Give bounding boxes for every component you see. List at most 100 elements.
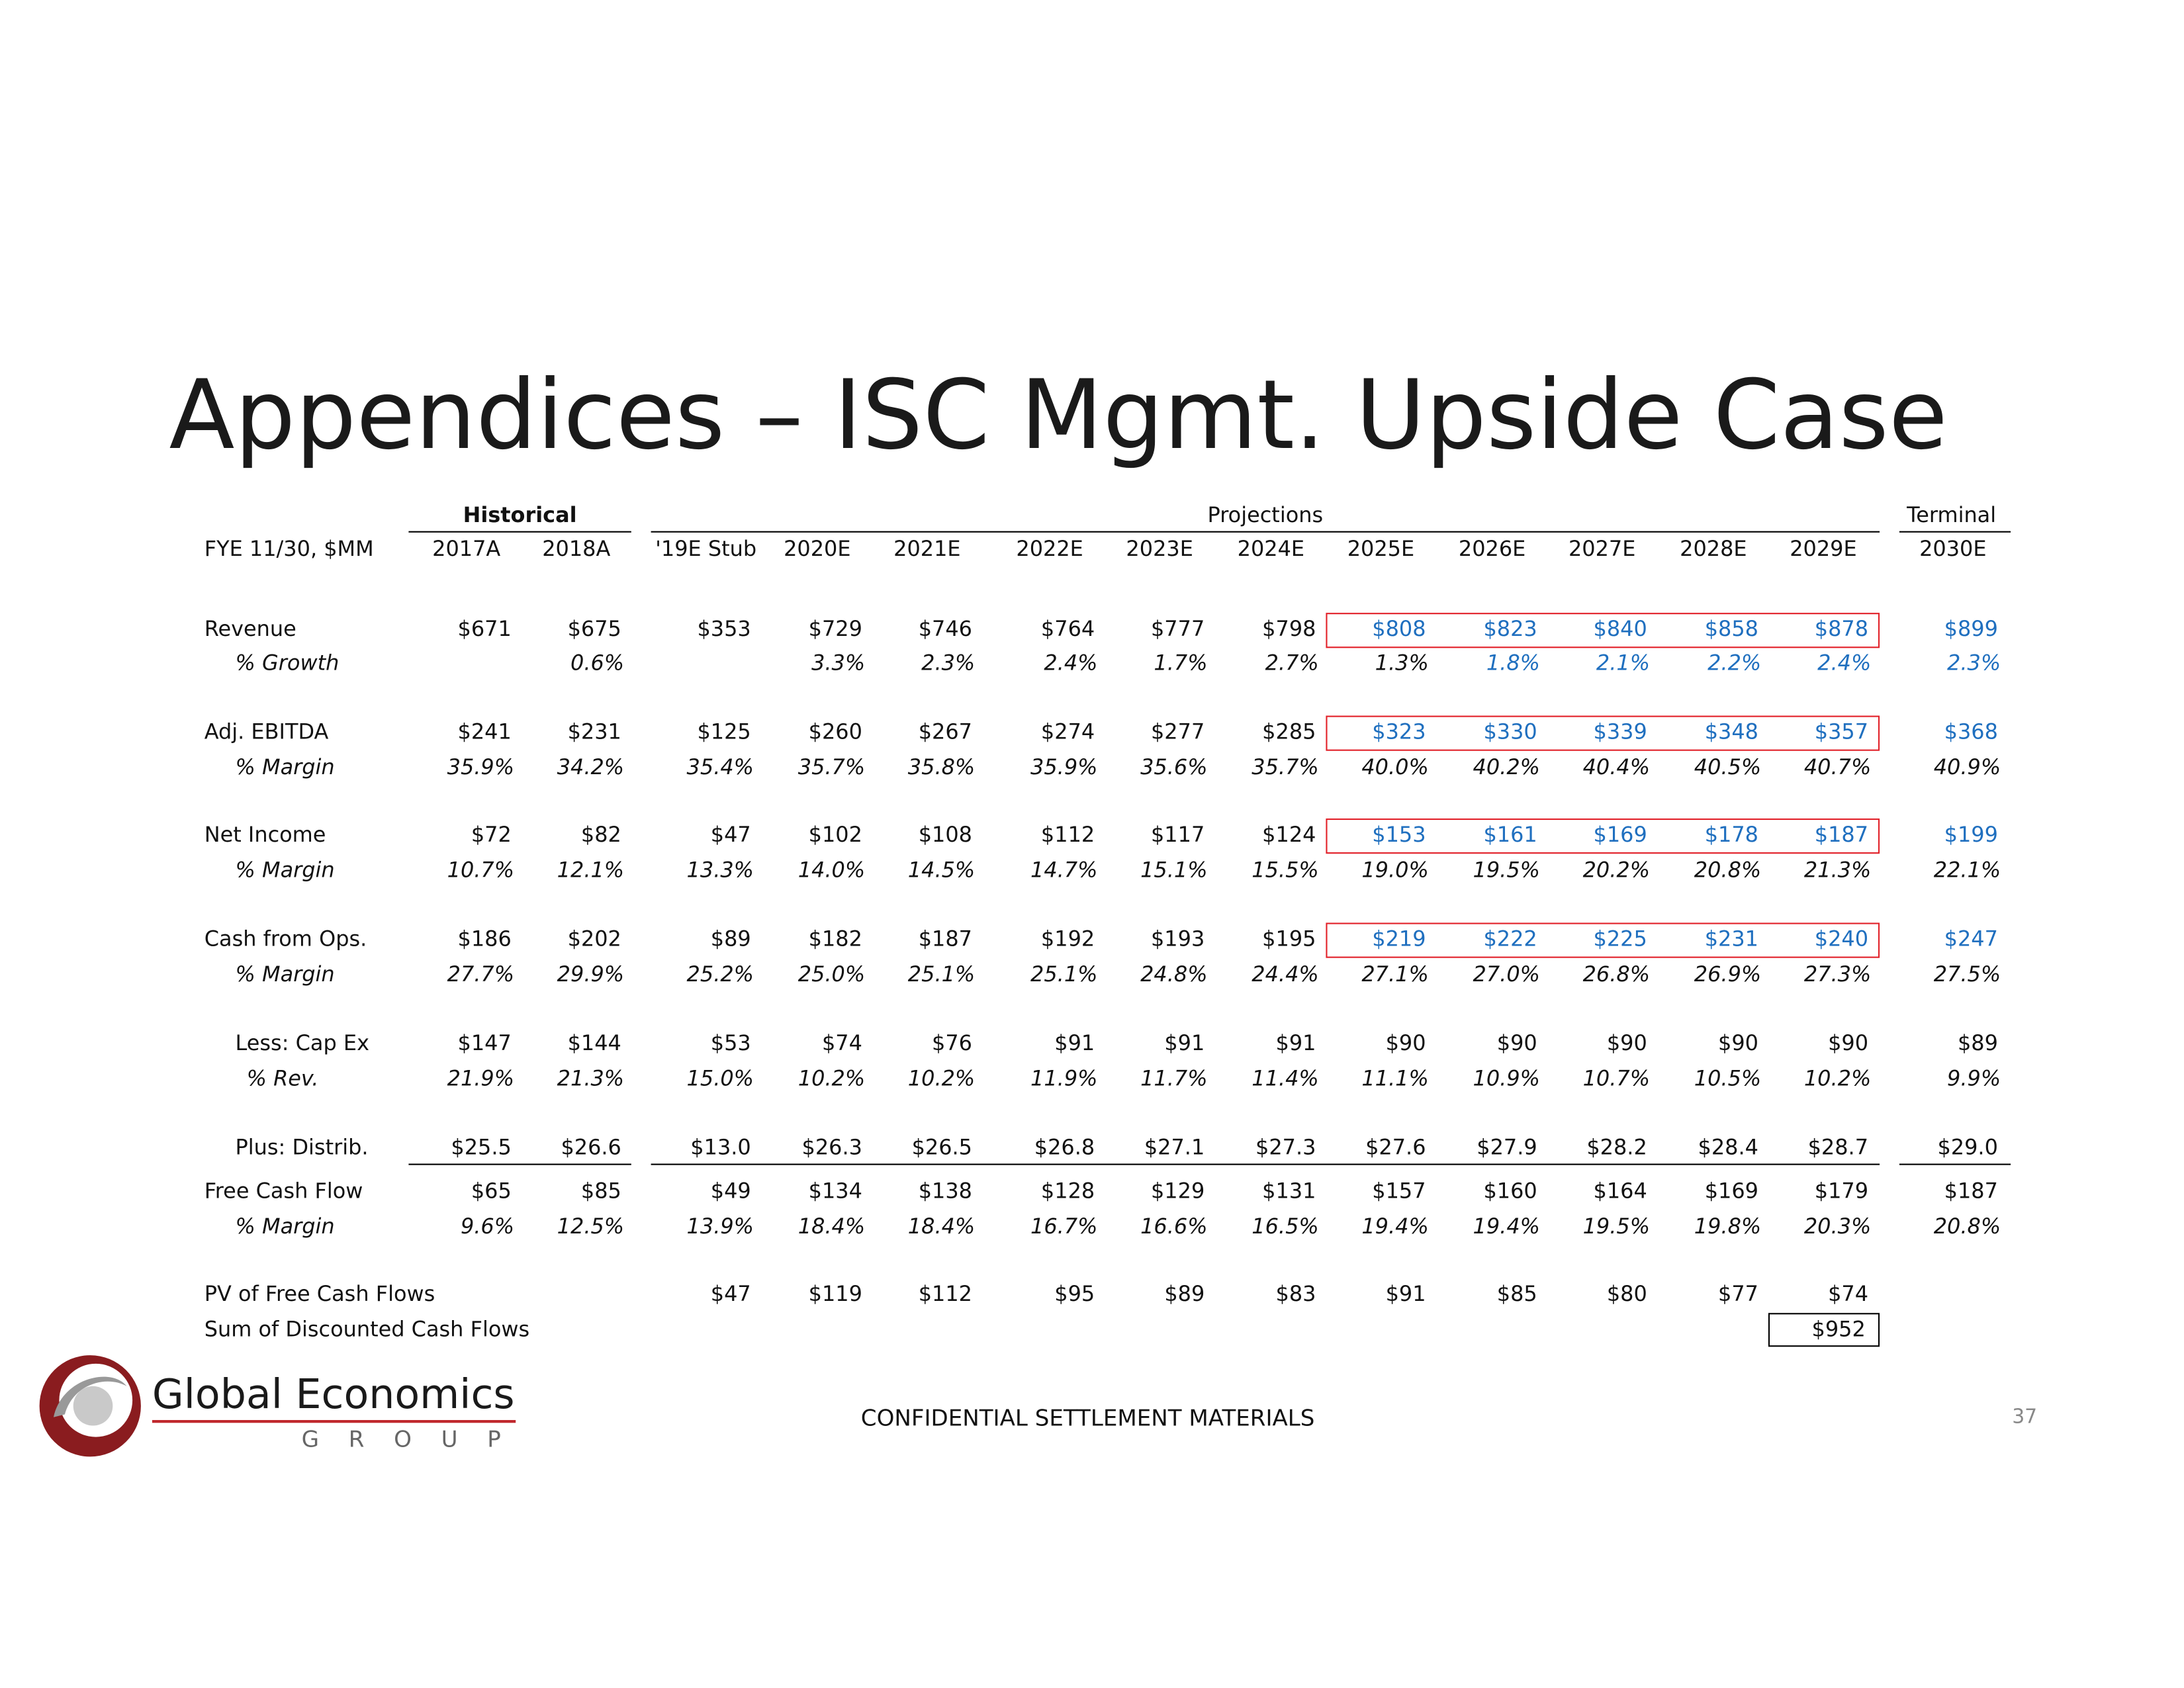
cell: 10.7% (447, 857, 515, 883)
logo-sub: GROUP (301, 1425, 531, 1452)
cell: $83 (1275, 1281, 1316, 1307)
cell: $26.5 (911, 1134, 973, 1161)
cell: 40.7% (1803, 754, 1872, 780)
cell: $74 (821, 1030, 862, 1056)
cell: $27.6 (1365, 1134, 1426, 1161)
cell: $798 (1262, 616, 1316, 642)
cell: $144 (567, 1030, 621, 1056)
cell: $28.4 (1698, 1134, 1758, 1161)
cell: 15.0% (686, 1065, 754, 1091)
cell: 1.7% (1154, 650, 1208, 676)
column-header: 2021E (893, 536, 961, 562)
cell: 35.9% (1030, 754, 1098, 780)
cell: 27.5% (1933, 961, 2001, 987)
rule (651, 531, 1880, 533)
cell: $260 (808, 719, 862, 745)
column-header: 2018A (542, 536, 611, 562)
cell: 24.8% (1140, 961, 1208, 987)
cell: 9.6% (460, 1214, 515, 1239)
cell: $90 (1385, 1030, 1426, 1056)
cell: $147 (457, 1030, 512, 1056)
cell: $225 (1593, 926, 1647, 952)
logo-name: Global Economics (152, 1370, 515, 1418)
row-label: % Rev. (246, 1065, 319, 1091)
cell: $29.0 (1937, 1134, 1998, 1161)
cell: $91 (1385, 1281, 1426, 1307)
cell: 10.9% (1473, 1065, 1540, 1091)
cell: 22.1% (1933, 857, 2001, 883)
cell: $72 (471, 822, 512, 848)
cell: $808 (1372, 616, 1426, 642)
cell: $25.5 (451, 1134, 512, 1161)
cell: 11.7% (1140, 1065, 1208, 1091)
cell: 1.3% (1375, 650, 1429, 676)
row-label: % Margin (235, 754, 335, 780)
cell: 18.4% (907, 1214, 976, 1239)
cell: 2.3% (921, 650, 976, 676)
logo-mark (39, 1355, 141, 1457)
cell: $353 (697, 616, 751, 642)
cell: 35.7% (797, 754, 866, 780)
cell: $777 (1150, 616, 1205, 642)
cell: $179 (1814, 1178, 1869, 1204)
row-label: Free Cash Flow (204, 1178, 363, 1204)
cell: $878 (1814, 616, 1869, 642)
cell: 16.6% (1140, 1214, 1208, 1239)
cell: $26.8 (1034, 1134, 1095, 1161)
cell: 14.0% (797, 857, 866, 883)
cell: $95 (1054, 1281, 1095, 1307)
highlight-box (1326, 715, 1880, 751)
row-label: % Growth (235, 650, 340, 676)
cell: 40.4% (1582, 754, 1651, 780)
cell: $231 (1704, 926, 1758, 952)
cell: $330 (1483, 719, 1537, 745)
cell: 19.0% (1361, 857, 1429, 883)
cell: $368 (1944, 719, 1998, 745)
cell: $82 (580, 822, 621, 848)
cell: $89 (710, 926, 751, 952)
cell: $193 (1150, 926, 1205, 952)
cell: $90 (1828, 1030, 1869, 1056)
cell: 27.1% (1361, 961, 1429, 987)
cell: $675 (567, 616, 621, 642)
cell: 14.7% (1030, 857, 1098, 883)
group-header: Historical (463, 502, 577, 528)
cell: 26.8% (1582, 961, 1651, 987)
cell: $91 (1054, 1030, 1095, 1056)
cell: 19.4% (1473, 1214, 1540, 1239)
cell: $164 (1593, 1178, 1647, 1204)
cell: $671 (457, 616, 512, 642)
cell: $112 (1040, 822, 1095, 848)
cell: $823 (1483, 616, 1537, 642)
cell: $231 (567, 719, 621, 745)
group-header: Terminal (1907, 502, 1997, 528)
cell: $77 (1718, 1281, 1758, 1307)
cell: $186 (457, 926, 512, 952)
highlight-box (1326, 818, 1880, 854)
cell: 26.9% (1694, 961, 1762, 987)
column-header: '19E Stub (655, 536, 757, 562)
cell: $89 (1957, 1030, 1998, 1056)
cell: $339 (1593, 719, 1647, 745)
column-header: 2017A (432, 536, 501, 562)
logo-swirl (53, 1376, 127, 1417)
cell: $65 (471, 1178, 512, 1204)
cell: $195 (1262, 926, 1316, 952)
cell: $124 (1262, 822, 1316, 848)
cell: $47 (710, 822, 751, 848)
cell: 2.2% (1707, 650, 1762, 676)
title: Appendices – ISC Mgmt. Upside Case (169, 361, 1948, 472)
highlight-box (1326, 613, 1880, 648)
column-header: 2027E (1568, 536, 1636, 562)
cell: 20.3% (1803, 1214, 1872, 1239)
cell: $131 (1262, 1178, 1316, 1204)
cell: 21.9% (447, 1065, 515, 1091)
column-header: 2029E (1790, 536, 1857, 562)
cell: $357 (1814, 719, 1869, 745)
row-label: Adj. EBITDA (204, 719, 329, 745)
column-header: 2030E (1919, 536, 1987, 562)
cell: 16.5% (1251, 1214, 1319, 1239)
cell: $28.7 (1807, 1134, 1869, 1161)
sum-label: Sum of Discounted Cash Flows (204, 1316, 530, 1342)
cell: 35.8% (907, 754, 976, 780)
